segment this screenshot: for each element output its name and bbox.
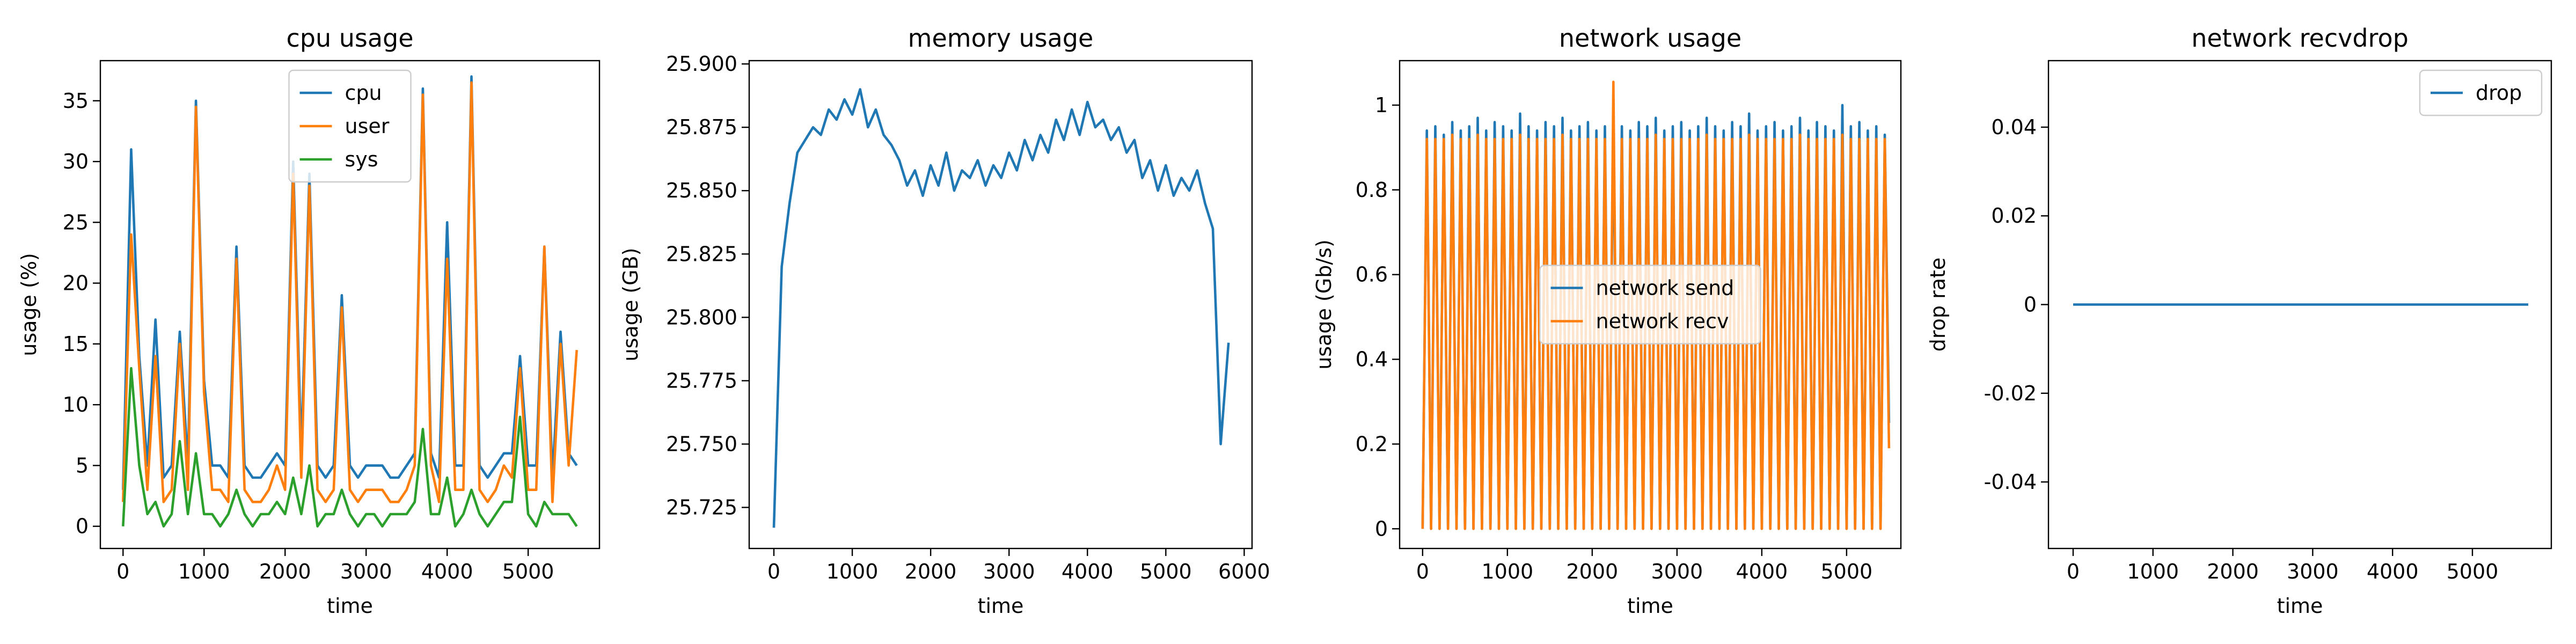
y-tick-label: 25.875: [666, 115, 737, 139]
series-line: [122, 367, 578, 528]
x-tick-label: 4000: [1062, 560, 1114, 583]
legend-box: [1539, 265, 1761, 345]
x-tick-label: 2000: [1566, 560, 1618, 583]
legend-label: drop: [2476, 81, 2522, 105]
y-axis-label: usage (GB): [619, 248, 642, 362]
series-line: [1421, 80, 1891, 530]
y-tick-label: 35: [63, 89, 89, 113]
x-tick-label: 5000: [1140, 560, 1192, 583]
y-axis-label: drop rate: [1926, 258, 1950, 352]
x-axis-label: time: [1627, 594, 1673, 618]
x-tick-label: 0: [2067, 560, 2080, 583]
y-tick-label: 0.02: [1991, 204, 2037, 228]
x-tick-label: 5000: [1821, 560, 1873, 583]
x-axis-label: time: [327, 594, 373, 618]
x-tick-label: 6000: [1218, 560, 1270, 583]
x-tick-label: 3000: [2287, 560, 2339, 583]
y-tick-label: 25.850: [666, 179, 737, 202]
x-tick-label: 1000: [826, 560, 879, 583]
y-tick-label: 25.800: [666, 305, 737, 329]
x-tick-label: 0: [1416, 560, 1429, 583]
y-tick-label: -0.02: [1984, 382, 2037, 405]
y-tick-label: 25.775: [666, 369, 737, 392]
y-tick-label: 0.6: [1356, 263, 1388, 287]
x-tick-label: 4000: [421, 560, 473, 583]
axes-frame: [2047, 60, 2552, 550]
y-tick-label: 15: [63, 332, 89, 356]
y-tick-label: 25.725: [666, 496, 737, 519]
y-tick-label: 10: [63, 393, 89, 416]
x-tick-label: 4000: [1736, 560, 1788, 583]
y-tick-label: 25.750: [666, 432, 737, 456]
y-tick-label: 0: [2024, 293, 2037, 317]
chart-title: cpu usage: [286, 24, 413, 53]
y-tick-label: 25: [63, 210, 89, 234]
x-tick-label: 2000: [259, 560, 311, 583]
x-tick-label: 3000: [983, 560, 1035, 583]
y-tick-label: -0.04: [1984, 470, 2037, 494]
y-tick-label: 0: [1375, 517, 1388, 540]
x-axis-label: time: [2277, 594, 2323, 618]
y-tick-label: 0.2: [1356, 432, 1388, 456]
legend-box: [2419, 69, 2543, 116]
x-tick-label: 5000: [2447, 560, 2499, 583]
x-tick-label: 1000: [1481, 560, 1533, 583]
y-tick-label: 30: [63, 150, 89, 173]
x-tick-label: 2000: [905, 560, 957, 583]
legend-label: cpu: [345, 81, 382, 105]
y-tick-label: 1: [1375, 93, 1388, 117]
y-axis-label: usage (%): [17, 253, 41, 356]
legend-label: network recv: [1596, 310, 1729, 333]
x-tick-label: 0: [767, 560, 780, 583]
x-tick-label: 2000: [2207, 560, 2259, 583]
y-tick-label: 0.4: [1356, 348, 1388, 371]
x-tick-label: 5000: [502, 560, 554, 583]
y-tick-label: 0.8: [1356, 178, 1388, 202]
legend-label: network send: [1596, 276, 1735, 300]
legend-box: [288, 69, 412, 183]
x-tick-label: 4000: [2367, 560, 2419, 583]
y-tick-label: 0.04: [1991, 115, 2037, 139]
axes-frame: [748, 60, 1253, 550]
axes-frame: [1399, 60, 1902, 550]
y-tick-label: 25.825: [666, 242, 737, 266]
x-tick-label: 3000: [1651, 560, 1703, 583]
x-tick-label: 1000: [2127, 560, 2179, 583]
axes-frame: [99, 60, 601, 550]
chart-title: memory usage: [908, 24, 1094, 53]
series-line: [122, 81, 578, 503]
legend-label: sys: [345, 148, 378, 171]
series-line: [772, 88, 1230, 528]
y-tick-label: 20: [63, 272, 89, 295]
y-tick-label: 0: [76, 515, 89, 538]
chart-title: network usage: [1559, 24, 1741, 53]
y-axis-label: usage (Gb/s): [1312, 239, 1336, 370]
y-tick-label: 5: [76, 453, 89, 477]
x-tick-label: 3000: [340, 560, 392, 583]
x-axis-label: time: [978, 594, 1024, 618]
legend-label: user: [345, 114, 390, 138]
x-tick-label: 1000: [178, 560, 230, 583]
y-tick-label: 25.900: [666, 52, 737, 76]
x-tick-label: 0: [116, 560, 129, 583]
chart-title: network recvdrop: [2191, 24, 2409, 53]
